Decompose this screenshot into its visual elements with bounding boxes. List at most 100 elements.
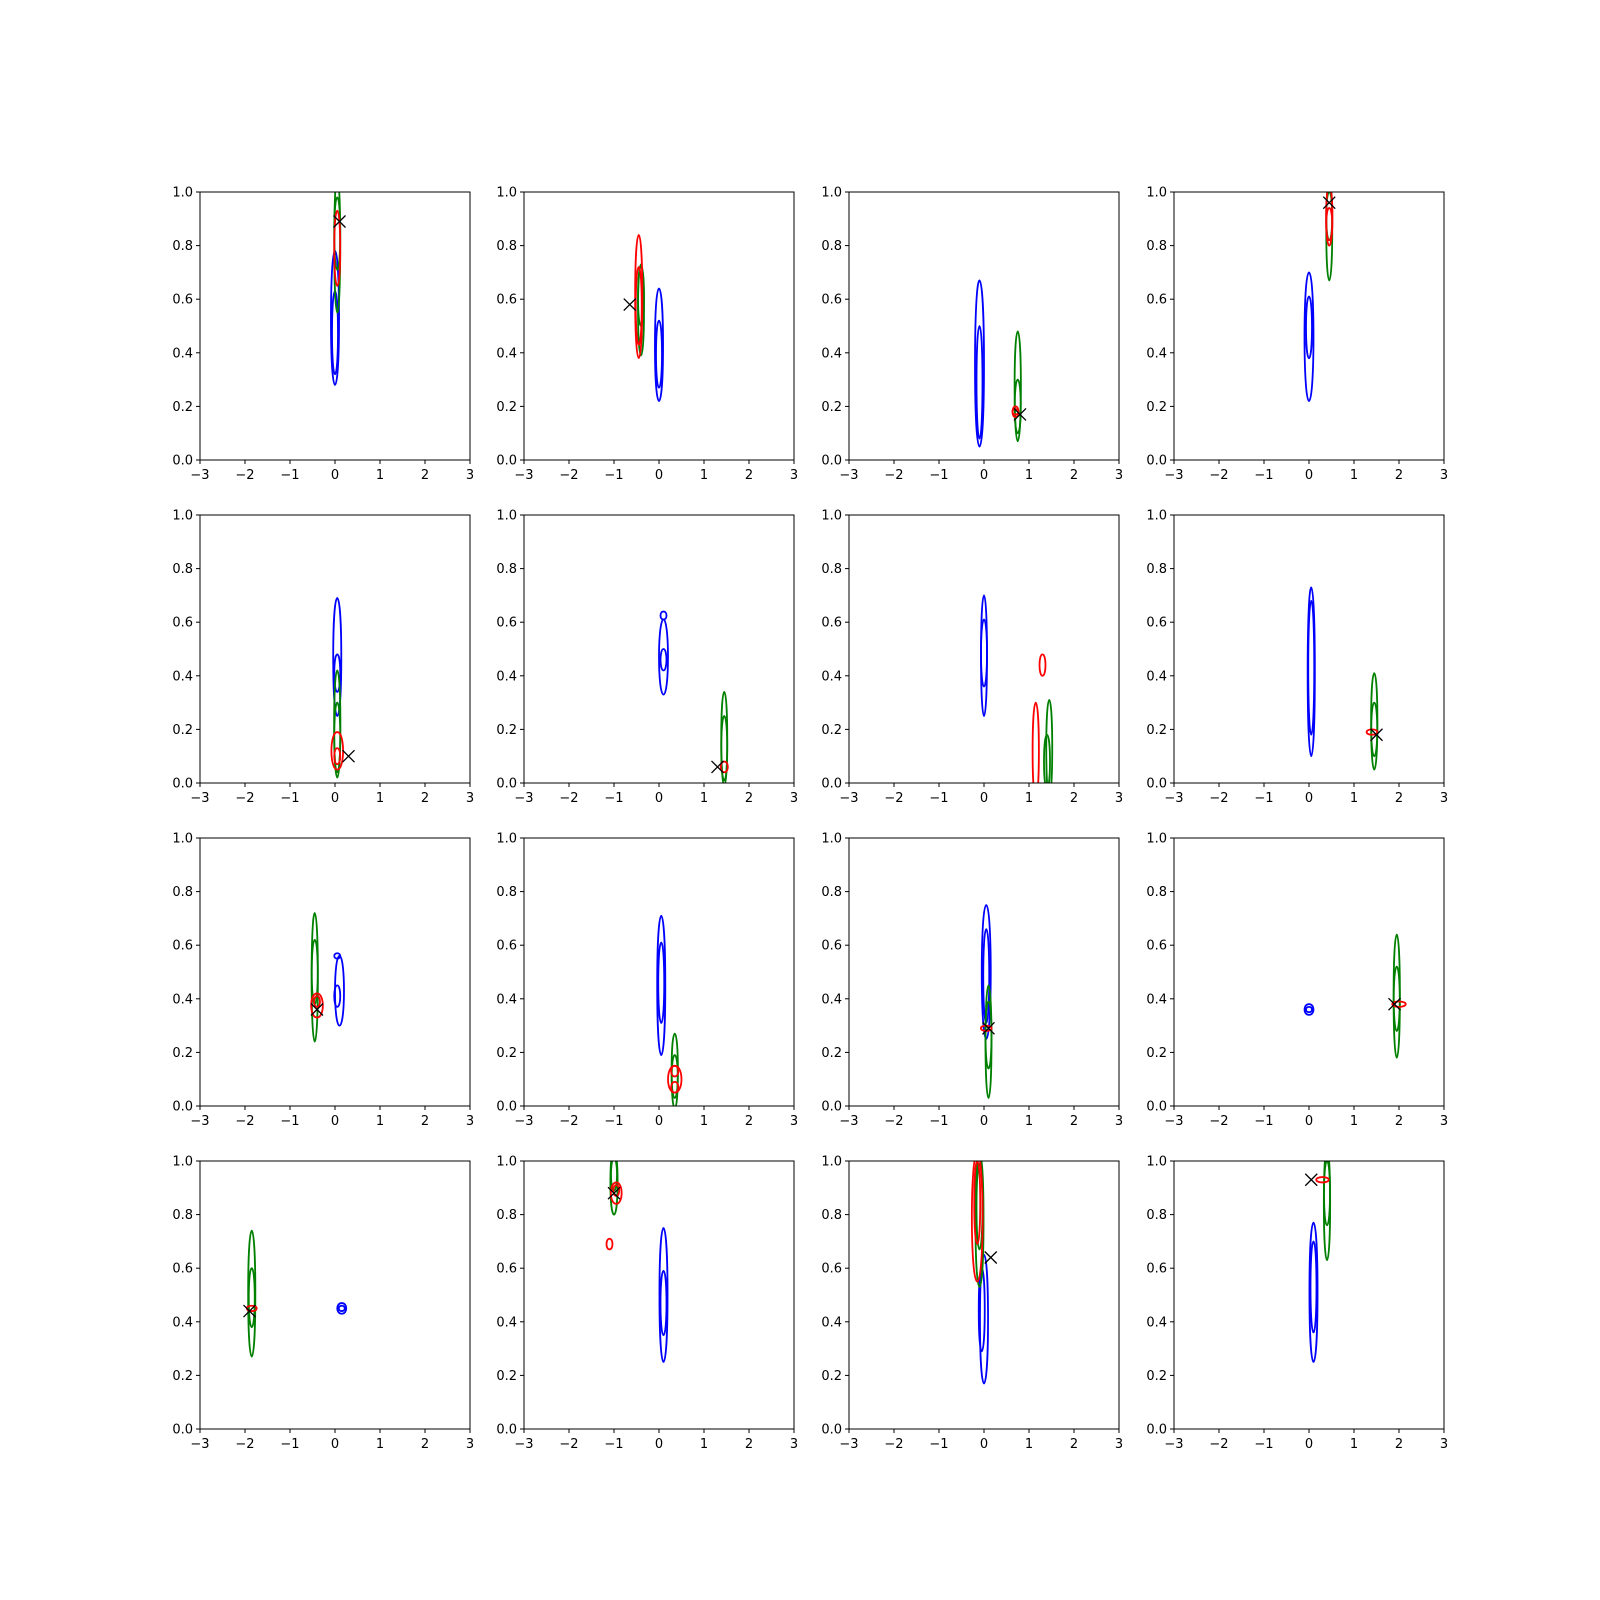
green-contour (720, 690, 729, 783)
y-tick-label: 0.0 (496, 1423, 517, 1438)
x-tick-label: −2 (235, 791, 254, 806)
y-tick-label: 0.4 (496, 992, 517, 1007)
y-tick-label: 0.2 (1146, 1046, 1167, 1061)
x-tick-label: −1 (1254, 1437, 1273, 1452)
x-tick-label: 2 (745, 791, 753, 806)
x-tick-label: −3 (190, 1437, 209, 1452)
blue-contour (659, 1269, 668, 1337)
x-tick-label: 1 (1025, 1114, 1033, 1129)
x-tick-label: 1 (376, 468, 384, 483)
blue-contour (974, 279, 985, 448)
x-tick-label: −1 (1254, 468, 1273, 483)
x-marker (333, 215, 346, 228)
y-tick-label: 0.8 (496, 239, 517, 254)
x-tick-label: −2 (559, 791, 578, 806)
y-tick-label: 0.0 (821, 1100, 842, 1115)
x-tick-label: 1 (1350, 1437, 1358, 1452)
x-tick-label: 0 (1305, 1437, 1313, 1452)
x-tick-label: 3 (790, 791, 798, 806)
x-tick-label: −1 (604, 1437, 623, 1452)
subplot-2: −3 −2 −1 0 1 2 3 0.0 0.2 0.4 0.6 0.8 1.0 (496, 186, 798, 484)
x-tick-label: −2 (884, 468, 903, 483)
y-tick-label: 0.6 (172, 1262, 193, 1277)
x-tick-label: −1 (604, 468, 623, 483)
red-contour (333, 747, 342, 766)
x-tick-label: −3 (190, 791, 209, 806)
y-tick-label: 0.8 (496, 562, 517, 577)
y-tick-label: 0.4 (1146, 669, 1167, 684)
red-contour (1038, 653, 1047, 677)
x-tick-label: 2 (1070, 1437, 1078, 1452)
x-tick-label: 1 (1350, 468, 1358, 483)
blue-contour (331, 290, 339, 376)
y-tick-label: 0.2 (172, 400, 193, 415)
y-tick-label: 0.8 (172, 1208, 193, 1223)
x-tick-label: 3 (1115, 791, 1123, 806)
y-tick-label: 0.0 (821, 777, 842, 792)
x-tick-label: 2 (1395, 468, 1403, 483)
red-contour (1011, 405, 1020, 419)
y-tick-label: 1.0 (496, 509, 517, 524)
y-tick-label: 0.0 (1146, 454, 1167, 469)
y-tick-label: 0.6 (1146, 616, 1167, 631)
x-tick-label: 3 (790, 1437, 798, 1452)
red-contour (634, 233, 644, 360)
x-tick-label: 0 (655, 791, 663, 806)
red-contour (1365, 728, 1379, 736)
blue-contour (659, 610, 668, 621)
x-tick-label: 1 (1025, 791, 1033, 806)
x-tick-label: −1 (280, 791, 299, 806)
x-tick-label: 1 (376, 1437, 384, 1452)
y-tick-label: 0.8 (1146, 1208, 1167, 1223)
x-tick-label: −3 (839, 1437, 858, 1452)
x-tick-label: 2 (745, 1437, 753, 1452)
y-tick-label: 0.2 (1146, 400, 1167, 415)
x-marker (1304, 1173, 1318, 1187)
red-contour (609, 1181, 623, 1205)
x-tick-label: −2 (559, 468, 578, 483)
y-tick-label: 0.2 (1146, 723, 1167, 738)
y-tick-label: 0.6 (172, 616, 193, 631)
y-tick-label: 0.6 (496, 293, 517, 308)
y-tick-label: 0.2 (172, 1369, 193, 1384)
y-tick-label: 0.0 (821, 1423, 842, 1438)
plot-area (1306, 586, 1383, 771)
x-tick-label: 3 (466, 468, 474, 483)
x-tick-label: 1 (700, 1114, 708, 1129)
subplot-14: −3 −2 −1 0 1 2 3 0.0 0.2 0.4 0.6 0.8 1.0 (496, 1155, 798, 1453)
y-tick-label: 0.4 (172, 1315, 193, 1330)
blue-contour (656, 914, 667, 1056)
blue-contour (332, 597, 343, 717)
x-tick-label: −2 (235, 1114, 254, 1129)
y-tick-label: 1.0 (172, 832, 193, 847)
blue-contour (1307, 599, 1316, 736)
green-contour (1370, 672, 1379, 771)
x-tick-label: −3 (514, 468, 533, 483)
x-tick-label: 3 (790, 1114, 798, 1129)
x-tick-label: −2 (1209, 468, 1228, 483)
x-tick-label: 1 (700, 791, 708, 806)
subplot-11: −3 −2 −1 0 1 2 3 0.0 0.2 0.4 0.6 0.8 1.0 (821, 832, 1123, 1130)
y-tick-label: 0.4 (496, 669, 517, 684)
blue-contour (334, 955, 345, 1027)
x-tick-label: 0 (980, 468, 988, 483)
green-contour (333, 701, 342, 774)
x-tick-label: 3 (1440, 1114, 1448, 1129)
axes-frame (1173, 191, 1445, 461)
x-tick-label: −2 (884, 791, 903, 806)
plot-area (605, 1161, 669, 1363)
red-contour (1031, 701, 1040, 783)
y-tick-label: 0.0 (821, 454, 842, 469)
x-tick-label: 3 (466, 1437, 474, 1452)
y-tick-label: 0.6 (1146, 293, 1167, 308)
x-tick-label: −1 (929, 1437, 948, 1452)
plot-area (330, 192, 346, 386)
y-tick-label: 0.8 (172, 885, 193, 900)
x-tick-label: 2 (1070, 791, 1078, 806)
green-contour (310, 912, 319, 1043)
y-tick-label: 0.6 (821, 1262, 842, 1277)
green-contour (333, 196, 342, 271)
y-tick-label: 0.4 (821, 346, 842, 361)
green-contour (1043, 733, 1051, 783)
x-tick-label: −2 (235, 1437, 254, 1452)
